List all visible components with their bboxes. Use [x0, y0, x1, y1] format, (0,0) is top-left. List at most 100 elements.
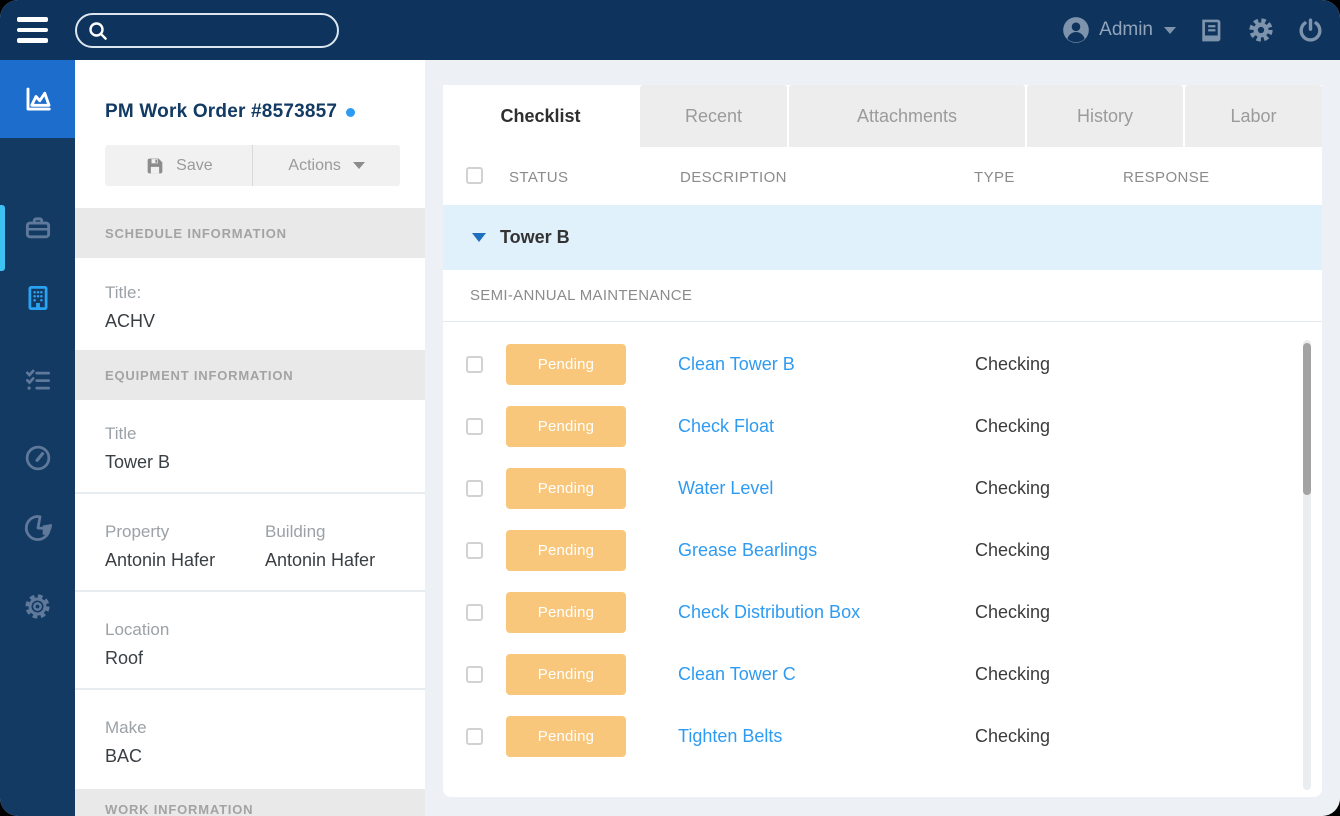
- group-label: Tower B: [500, 227, 570, 247]
- scrollbar-thumb[interactable]: [1303, 343, 1311, 495]
- sidebar-item-analytics[interactable]: [0, 60, 75, 138]
- chevron-down-icon: [1164, 26, 1176, 34]
- field-value: ACHV: [105, 311, 156, 331]
- row-checkbox[interactable]: [466, 356, 483, 373]
- maintenance-section-row: SEMI-ANNUAL MAINTENANCE: [443, 270, 1322, 322]
- column-header-type: TYPE: [974, 169, 1015, 186]
- sidebar-item-reports[interactable]: [0, 496, 75, 560]
- property-field: Property Antonin Hafer: [105, 522, 215, 571]
- tab-bar: Checklist Recent Attachments History Lab…: [443, 85, 1322, 147]
- building-icon: [23, 283, 53, 313]
- tab-labor[interactable]: Labor: [1185, 85, 1322, 147]
- row-checkbox[interactable]: [466, 480, 483, 497]
- main-content: Checklist Recent Attachments History Lab…: [425, 60, 1340, 816]
- table-row: Pending Check Distribution Box Checking: [443, 582, 1322, 644]
- page-title: PM Work Order #8573857: [105, 101, 356, 123]
- column-header-response: RESPONSE: [1123, 169, 1210, 186]
- work-section-header: WORK INFORMATION: [75, 789, 425, 816]
- status-badge: Pending: [506, 592, 626, 633]
- type-cell: Checking: [975, 602, 1051, 622]
- description-link[interactable]: Tighten Belts: [678, 726, 783, 746]
- hamburger-menu-icon[interactable]: [17, 17, 48, 43]
- type-cell: Checking: [975, 664, 1051, 684]
- button-divider: [251, 145, 254, 186]
- field-value: Antonin Hafer: [265, 550, 376, 570]
- tab-label: History: [1076, 105, 1133, 126]
- tab-checklist[interactable]: Checklist: [443, 85, 638, 147]
- pie-chart-icon: [23, 513, 53, 543]
- tab-label: Recent: [684, 105, 743, 126]
- status-badge: Pending: [506, 654, 626, 695]
- collapse-triangle-icon[interactable]: [472, 233, 486, 242]
- tab-label: Checklist: [500, 105, 581, 126]
- type-cell: Checking: [975, 540, 1051, 560]
- description-link[interactable]: Water Level: [678, 478, 774, 498]
- actions-dropdown-button[interactable]: Actions: [253, 145, 400, 186]
- description-link[interactable]: Check Distribution Box: [678, 602, 861, 622]
- divider: [75, 688, 425, 690]
- chevron-down-icon: [352, 162, 365, 169]
- work-order-panel: PM Work Order #8573857 Save Actions: [75, 60, 425, 816]
- section-header-label: WORK INFORMATION: [105, 802, 254, 816]
- settings-gear-icon[interactable]: [1247, 16, 1275, 44]
- actions-button-label: Actions: [288, 156, 341, 174]
- description-link[interactable]: Clean Tower B: [678, 354, 795, 374]
- column-header-description: DESCRIPTION: [680, 169, 787, 186]
- row-checkbox[interactable]: [466, 728, 483, 745]
- global-search[interactable]: [75, 13, 339, 48]
- select-all-checkbox[interactable]: [466, 167, 483, 184]
- description-link[interactable]: Check Float: [678, 416, 775, 436]
- group-row-tower-b[interactable]: Tower B: [443, 205, 1322, 270]
- checklist-icon: [23, 365, 53, 395]
- work-order-title-text: PM Work Order #8573857: [105, 101, 338, 122]
- power-logout-icon[interactable]: [1297, 17, 1324, 44]
- briefcase-icon: [23, 213, 53, 243]
- row-checkbox[interactable]: [466, 666, 483, 683]
- row-checkbox[interactable]: [466, 418, 483, 435]
- checklist-card: Checklist Recent Attachments History Lab…: [443, 85, 1322, 797]
- tab-recent[interactable]: Recent: [640, 85, 787, 147]
- make-field: Make BAC: [105, 718, 147, 767]
- sidebar-item-meters[interactable]: [0, 426, 75, 490]
- navbar-right-cluster: Admin: [1062, 0, 1324, 60]
- sidebar-item-properties[interactable]: [0, 266, 75, 330]
- table-row: Pending Clean Tower B Checking: [443, 334, 1322, 396]
- section-header-label: EQUIPMENT INFORMATION: [105, 367, 294, 383]
- type-cell: Checking: [975, 478, 1051, 498]
- status-badge: Pending: [506, 716, 626, 757]
- manual-book-icon[interactable]: [1198, 17, 1225, 44]
- field-label: Title:: [105, 283, 142, 302]
- section-header-label: SCHEDULE INFORMATION: [105, 225, 287, 241]
- building-field: Building Antonin Hafer: [265, 522, 375, 571]
- type-cell: Checking: [975, 726, 1051, 746]
- status-badge: Pending: [506, 406, 626, 447]
- user-menu[interactable]: Admin: [1062, 16, 1176, 44]
- search-input[interactable]: [110, 21, 320, 40]
- description-link[interactable]: Grease Bearlings: [678, 540, 818, 560]
- description-link[interactable]: Clean Tower C: [678, 664, 796, 684]
- schedule-title-field: Title: ACHV: [105, 283, 155, 332]
- sidebar-item-work[interactable]: [0, 196, 75, 260]
- equipment-title-field: Title Tower B: [105, 424, 170, 473]
- action-bar: Save Actions: [105, 145, 400, 186]
- status-badge: Pending: [506, 530, 626, 571]
- table-row: Pending Water Level Checking: [443, 458, 1322, 520]
- gauge-icon: [23, 443, 53, 473]
- save-button-label: Save: [176, 156, 213, 174]
- top-navbar: Admin: [0, 0, 1340, 60]
- status-badge: Pending: [506, 468, 626, 509]
- type-cell: Checking: [975, 354, 1051, 374]
- save-button[interactable]: Save: [105, 145, 252, 186]
- maintenance-section-label: SEMI-ANNUAL MAINTENANCE: [470, 287, 693, 304]
- sidebar-item-tasks[interactable]: [0, 348, 75, 412]
- tab-attachments[interactable]: Attachments: [789, 85, 1025, 147]
- field-value: Roof: [105, 648, 144, 668]
- row-checkbox[interactable]: [466, 542, 483, 559]
- row-checkbox[interactable]: [466, 604, 483, 621]
- field-label: Make: [105, 718, 147, 737]
- vertical-scrollbar[interactable]: [1303, 340, 1311, 790]
- tab-history[interactable]: History: [1027, 85, 1183, 147]
- field-value: BAC: [105, 746, 143, 766]
- sidebar-item-settings[interactable]: [0, 574, 75, 638]
